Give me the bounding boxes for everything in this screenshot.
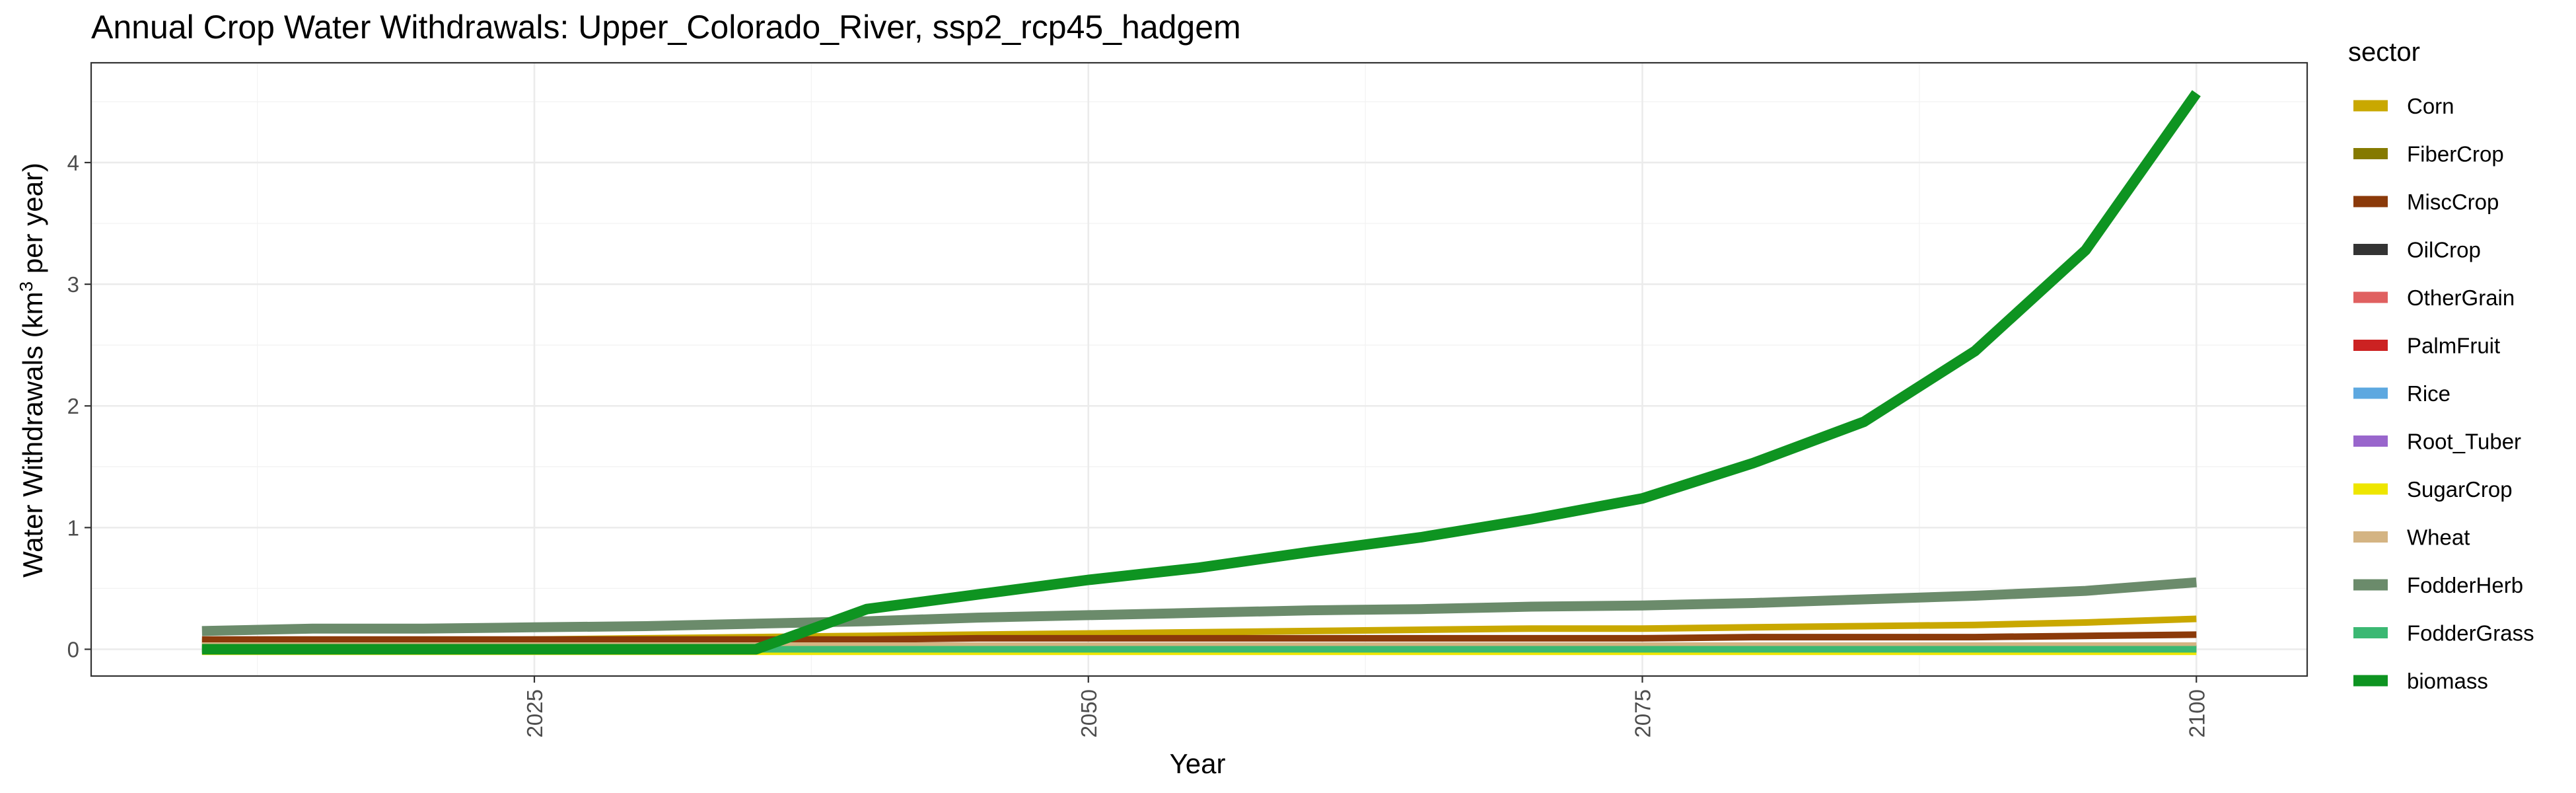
legend-label-oilcrop: OilCrop (2407, 238, 2481, 262)
y-tick-label: 0 (67, 637, 79, 661)
panel-background (91, 63, 2307, 676)
axis-ticks: 2025 2050 2075 2100 0 1 2 3 4 (67, 151, 2209, 737)
y-axis-label-tail: per year) (17, 163, 48, 282)
legend-label-corn: Corn (2407, 94, 2454, 118)
legend-label-biomass: biomass (2407, 669, 2488, 693)
series-line-fodderherb (201, 577, 2197, 636)
legend-label-root-tuber: Root_Tuber (2407, 430, 2521, 454)
legend-label-palmfruit: PalmFruit (2407, 334, 2500, 358)
legend-label-fibercrop: FiberCrop (2407, 142, 2504, 167)
legend-label-foddergrass: FodderGrass (2407, 621, 2534, 646)
panel-border (90, 61, 2308, 677)
legend: Corn FiberCrop MiscCrop OilCrop OtherGrain Pa… (2351, 90, 2534, 697)
y-tick-label: 1 (67, 515, 79, 540)
legend-label-sugarcrop: SugarCrop (2407, 477, 2513, 502)
legend-label-wheat: Wheat (2407, 525, 2470, 550)
y-axis-label-main: Water Withdrawals (km (17, 291, 48, 578)
legend-label-othergrain: OtherGrain (2407, 285, 2515, 310)
x-tick-label: 2100 (2184, 689, 2209, 737)
y-axis-label: Water Withdrawals (km3 per year) (16, 163, 49, 578)
plot-panel (91, 63, 2307, 676)
y-tick-label: 4 (67, 151, 79, 175)
x-tick-label: 2050 (1077, 689, 1101, 737)
x-tick-label: 2075 (1631, 689, 1655, 737)
legend-label-rice: Rice (2407, 381, 2451, 406)
legend-label-misccrop: MiscCrop (2407, 190, 2499, 214)
legend-title: sector (2348, 38, 2420, 67)
series-line-biomass (201, 90, 2201, 655)
y-tick-label: 2 (67, 394, 79, 418)
x-tick-label: 2025 (522, 689, 547, 737)
x-axis-label: Year (1170, 748, 1226, 779)
legend-label-fodderherb: FodderHerb (2407, 573, 2523, 597)
chart-title: Annual Crop Water Withdrawals: Upper_Col… (91, 9, 1241, 46)
y-tick-label: 3 (67, 272, 79, 297)
y-axis-label-superscript: 3 (16, 282, 36, 292)
series-line-misccrop (201, 631, 2197, 643)
series-lines (201, 90, 2201, 656)
plot-frame (90, 61, 2308, 677)
